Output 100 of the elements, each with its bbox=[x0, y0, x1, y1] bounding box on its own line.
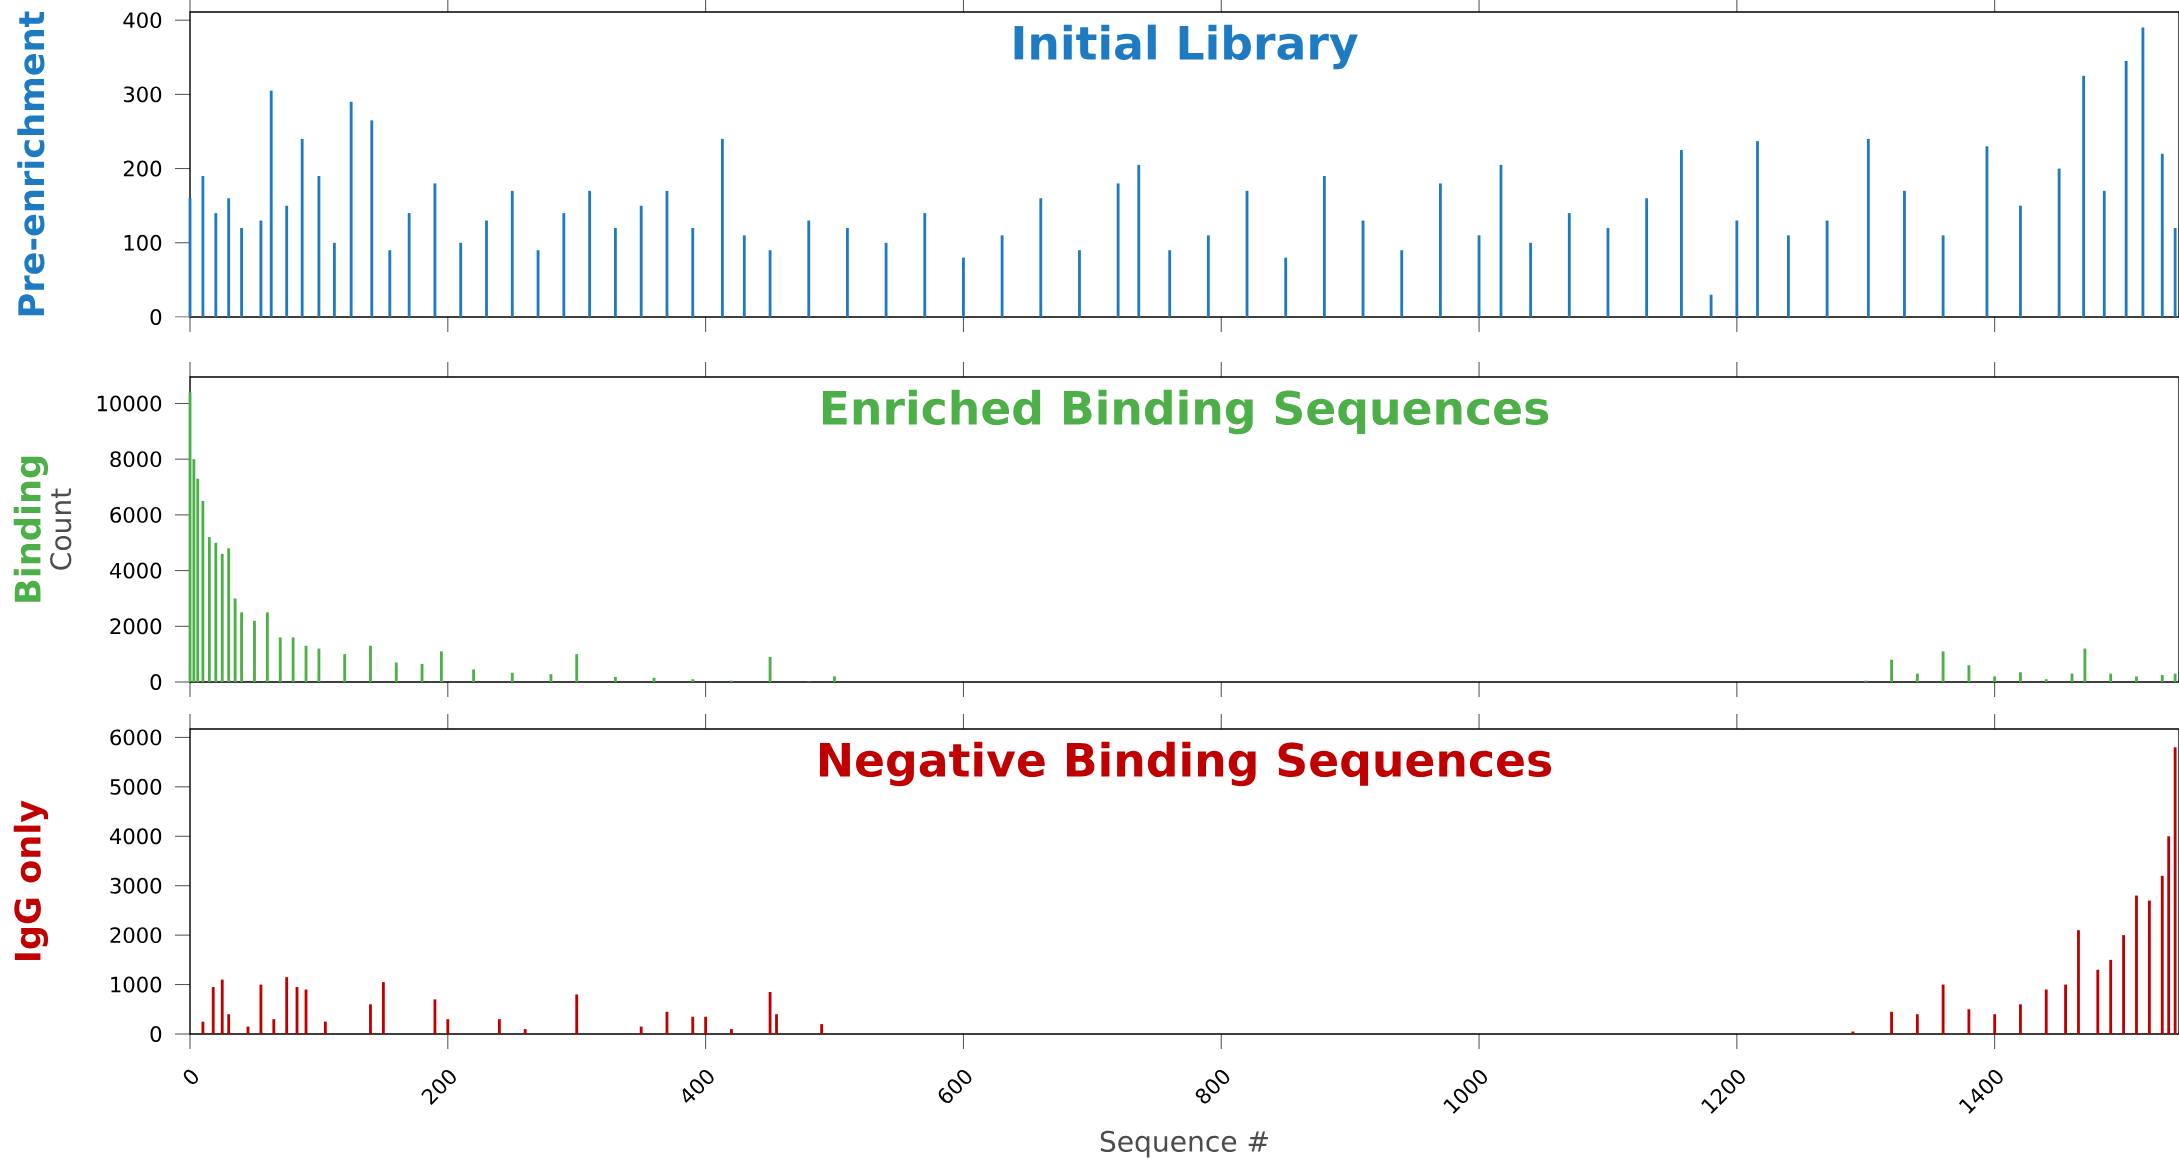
bar bbox=[742, 235, 746, 317]
bar bbox=[704, 1016, 708, 1035]
bar bbox=[2019, 1004, 2022, 1035]
bar bbox=[201, 500, 205, 682]
bar bbox=[214, 213, 218, 317]
bar bbox=[1890, 1011, 1893, 1035]
bar bbox=[459, 242, 463, 317]
bar bbox=[1168, 250, 1172, 317]
bar bbox=[1903, 190, 1906, 317]
y-tick-label: 300 bbox=[123, 86, 162, 103]
chart-title: Enriched Binding Sequences bbox=[822, 389, 1549, 435]
bar bbox=[240, 612, 243, 682]
bar bbox=[265, 612, 269, 682]
y-tick-label: 8000 bbox=[110, 451, 162, 468]
bar bbox=[2019, 672, 2022, 682]
bar bbox=[381, 982, 385, 1035]
bar bbox=[2044, 989, 2048, 1035]
bar bbox=[227, 548, 231, 682]
bar bbox=[691, 679, 695, 682]
y-tick-label: 0 bbox=[150, 674, 162, 690]
bar bbox=[1567, 213, 1571, 317]
bar bbox=[523, 1029, 527, 1035]
bar bbox=[807, 220, 811, 317]
bar bbox=[2044, 679, 2048, 682]
bar bbox=[1915, 1014, 1919, 1035]
bar bbox=[1284, 257, 1288, 317]
bar bbox=[1866, 138, 1870, 317]
bar bbox=[1206, 235, 1210, 317]
bar bbox=[201, 1021, 205, 1035]
bar bbox=[485, 220, 488, 317]
bar bbox=[2083, 648, 2087, 682]
bar bbox=[1756, 141, 1759, 317]
y-tick-label: 200 bbox=[123, 160, 162, 177]
bar bbox=[300, 138, 304, 317]
y-tick-label: 6000 bbox=[110, 506, 162, 523]
y-tick-label: 1000 bbox=[111, 976, 162, 993]
bar bbox=[240, 227, 243, 317]
bar bbox=[1890, 659, 1893, 682]
bar bbox=[691, 227, 695, 317]
bar bbox=[2160, 153, 2164, 317]
bar bbox=[1680, 150, 1683, 317]
bar bbox=[259, 220, 263, 317]
bar bbox=[2019, 205, 2022, 317]
y-tick-label: 0 bbox=[150, 1026, 162, 1042]
bar bbox=[1941, 984, 1945, 1035]
y-tick-label: 5000 bbox=[110, 778, 162, 795]
bar bbox=[2167, 836, 2171, 1035]
bar bbox=[1709, 294, 1713, 317]
bar bbox=[510, 190, 514, 317]
bar bbox=[2160, 875, 2164, 1035]
bar bbox=[1967, 1009, 1971, 1035]
bar bbox=[407, 213, 411, 317]
bar bbox=[2109, 673, 2113, 682]
bar bbox=[833, 676, 836, 682]
bar bbox=[2135, 895, 2138, 1035]
bar bbox=[1967, 665, 1971, 682]
bar bbox=[510, 672, 514, 682]
y-tick-label: 0 bbox=[150, 309, 162, 325]
bar bbox=[613, 676, 617, 682]
bar bbox=[291, 637, 295, 682]
bar bbox=[1438, 183, 1442, 317]
bar bbox=[497, 1019, 501, 1035]
text: Pre-enrichment bbox=[17, 11, 45, 316]
x-axis-title: Sequence # bbox=[1100, 1130, 1268, 1158]
bar bbox=[2082, 75, 2086, 317]
bar bbox=[369, 645, 372, 682]
bar bbox=[1787, 235, 1790, 317]
y-tick-label: 2000 bbox=[110, 618, 162, 635]
bar bbox=[2173, 673, 2177, 682]
bar bbox=[1400, 250, 1404, 317]
bar bbox=[1078, 250, 1081, 317]
bar bbox=[775, 1014, 778, 1035]
bar bbox=[2122, 935, 2125, 1035]
x-tick-label: 400 bbox=[682, 1069, 714, 1103]
x-tick-label: 0 bbox=[183, 1069, 198, 1085]
x-tick-label: 800 bbox=[1195, 1069, 1230, 1104]
bar bbox=[278, 637, 282, 682]
bar bbox=[2173, 747, 2177, 1035]
bar bbox=[220, 553, 224, 682]
bar bbox=[639, 205, 643, 317]
bar bbox=[220, 979, 224, 1035]
y-tick-label: 100 bbox=[124, 234, 162, 251]
bar bbox=[1825, 220, 1829, 317]
bar bbox=[227, 198, 231, 317]
bar bbox=[2160, 675, 2164, 682]
bar bbox=[1039, 198, 1043, 317]
text: IgG only bbox=[13, 800, 49, 960]
bar bbox=[1000, 235, 1004, 317]
bar bbox=[253, 620, 256, 682]
bar bbox=[639, 1026, 643, 1035]
bar bbox=[2096, 969, 2100, 1035]
bar bbox=[1993, 676, 1997, 682]
bar bbox=[2141, 27, 2145, 317]
bar bbox=[317, 176, 321, 317]
bar bbox=[446, 1019, 450, 1035]
bar bbox=[285, 205, 289, 317]
y-tick-label: 400 bbox=[123, 12, 162, 29]
bar bbox=[201, 176, 205, 317]
bar bbox=[1322, 176, 1326, 317]
bar bbox=[227, 1014, 231, 1035]
